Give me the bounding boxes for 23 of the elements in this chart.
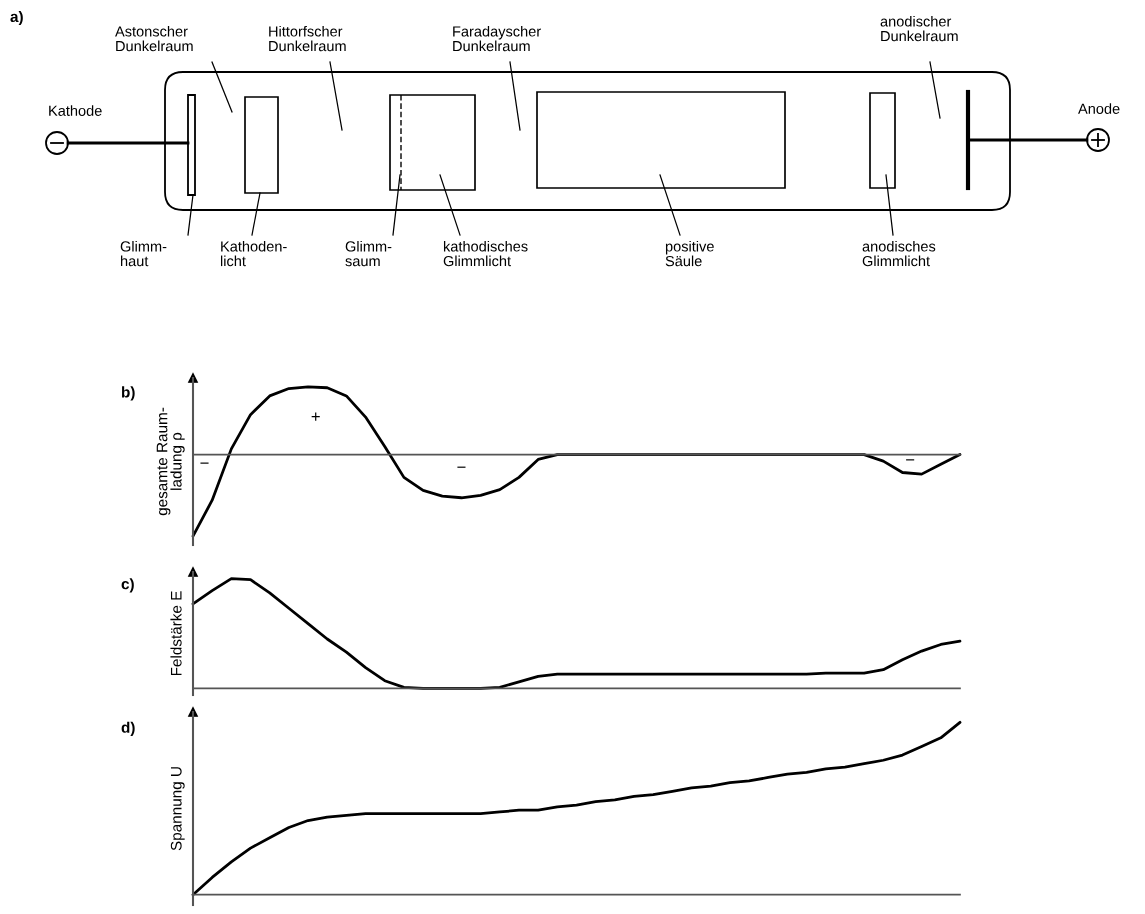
text: Anode <box>1078 103 1120 114</box>
chart-title: d) <box>121 721 135 736</box>
text: a) <box>10 10 23 26</box>
text: Kathoden- licht <box>220 240 287 267</box>
annotation: − <box>457 466 466 468</box>
text: Kathode <box>49 105 102 116</box>
text: anodisches Glimmlicht <box>862 240 936 267</box>
chart-title: c) <box>121 578 134 593</box>
text: Glimm- haut <box>120 240 167 267</box>
y-axis-title: Feldstärke E <box>170 591 182 676</box>
y-axis-title: Spannung U <box>170 767 185 851</box>
annotation: − <box>200 462 209 464</box>
text: Astonscher Dunkelraum <box>115 25 193 52</box>
annotation: + <box>311 412 320 421</box>
y-axis-title: gesamte Raum- ladung ρ <box>156 407 185 516</box>
text: Glimm- saum <box>345 240 392 267</box>
chart-title: b) <box>122 386 135 401</box>
text: Faradayscher Dunkelraum <box>453 25 541 52</box>
text: anodischer Dunkelraum <box>880 15 958 42</box>
text: kathodisches Glimmlicht <box>443 240 528 267</box>
text: Hittorfscher Dunkelraum <box>269 25 346 52</box>
annotation: − <box>906 459 915 461</box>
text: positive Säule <box>665 240 714 267</box>
